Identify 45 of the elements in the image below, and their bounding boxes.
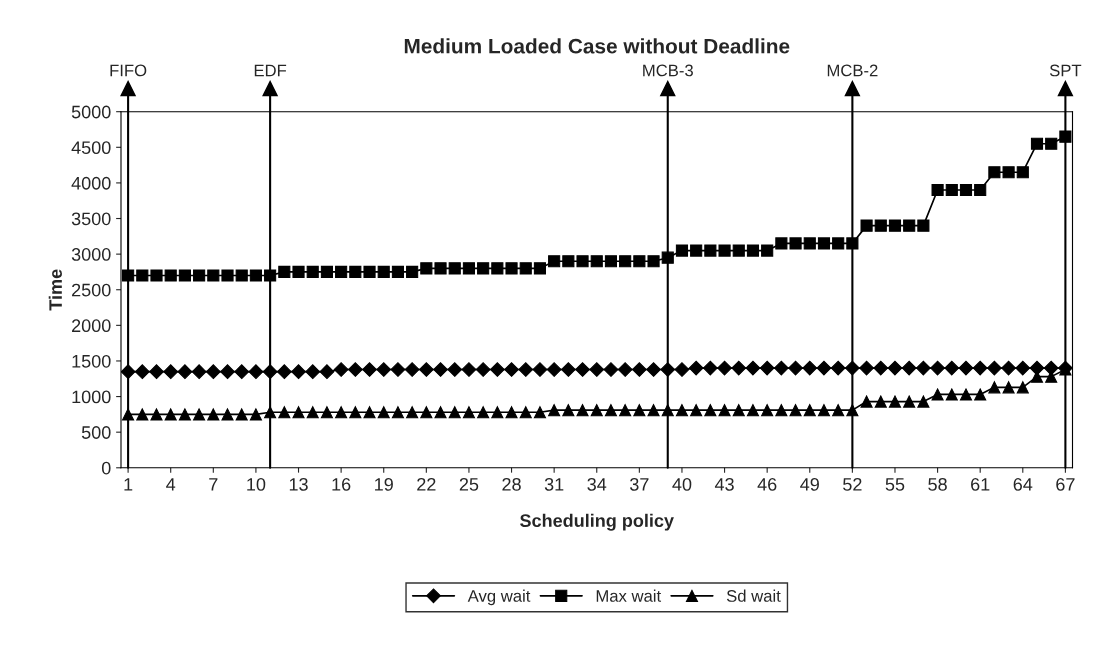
x-tick-label: 13 [289, 477, 308, 491]
x-tick-label: 46 [757, 477, 777, 491]
y-tick-label: 3000 [71, 248, 111, 261]
x-tick-label: 52 [843, 477, 862, 491]
y-tick-label: 5000 [71, 105, 111, 119]
x-tick-label: 28 [502, 477, 521, 491]
ref-line-label: FIFO [110, 64, 147, 77]
x-tick-label: 31 [544, 477, 564, 491]
legend-label: Avg wait [467, 589, 531, 606]
legend-label: Max wait [596, 589, 662, 602]
y-tick-label: 2500 [72, 283, 111, 297]
y-tick-label: 4000 [71, 176, 111, 190]
ref-line-label: MCB-3 [643, 64, 693, 77]
ref-line-label: SPT [1049, 64, 1082, 77]
y-tick-label: 1500 [72, 354, 111, 368]
x-tick-label: 10 [247, 477, 266, 491]
ref-line-label: MCB-2 [827, 64, 878, 77]
x-tick-label: 22 [417, 477, 436, 491]
ref-line-label: EDF [254, 64, 287, 77]
x-tick-label: 16 [332, 477, 351, 491]
y-tick-label: 3500 [71, 212, 111, 226]
legend-label: Sd wait [726, 589, 781, 602]
x-tick-label: 64 [1013, 477, 1033, 491]
x-tick-label: 19 [375, 477, 393, 491]
y-axis-title: Time [48, 269, 62, 311]
x-tick-label: 49 [800, 477, 819, 491]
x-tick-label: 58 [928, 477, 947, 491]
x-tick-label: 1 [124, 478, 133, 491]
x-tick-label: 67 [1056, 477, 1075, 491]
y-tick-label: 1000 [72, 390, 111, 404]
x-axis-title: Scheduling policy [520, 513, 674, 531]
y-tick-label: 0 [101, 461, 111, 475]
x-tick-label: 61 [971, 477, 990, 491]
chart-title: Medium Loaded Case without Deadline [404, 38, 790, 54]
x-tick-label: 55 [885, 478, 905, 491]
x-tick-label: 37 [630, 477, 649, 491]
x-tick-label: 43 [714, 477, 734, 491]
x-tick-label: 4 [166, 478, 176, 491]
y-tick-label: 2000 [72, 319, 111, 333]
x-tick-label: 25 [459, 477, 479, 491]
x-tick-label: 34 [587, 477, 607, 491]
x-tick-label: 7 [209, 478, 218, 491]
y-tick-label: 4500 [71, 141, 111, 155]
x-tick-label: 40 [672, 477, 692, 491]
y-tick-label: 500 [81, 426, 111, 439]
